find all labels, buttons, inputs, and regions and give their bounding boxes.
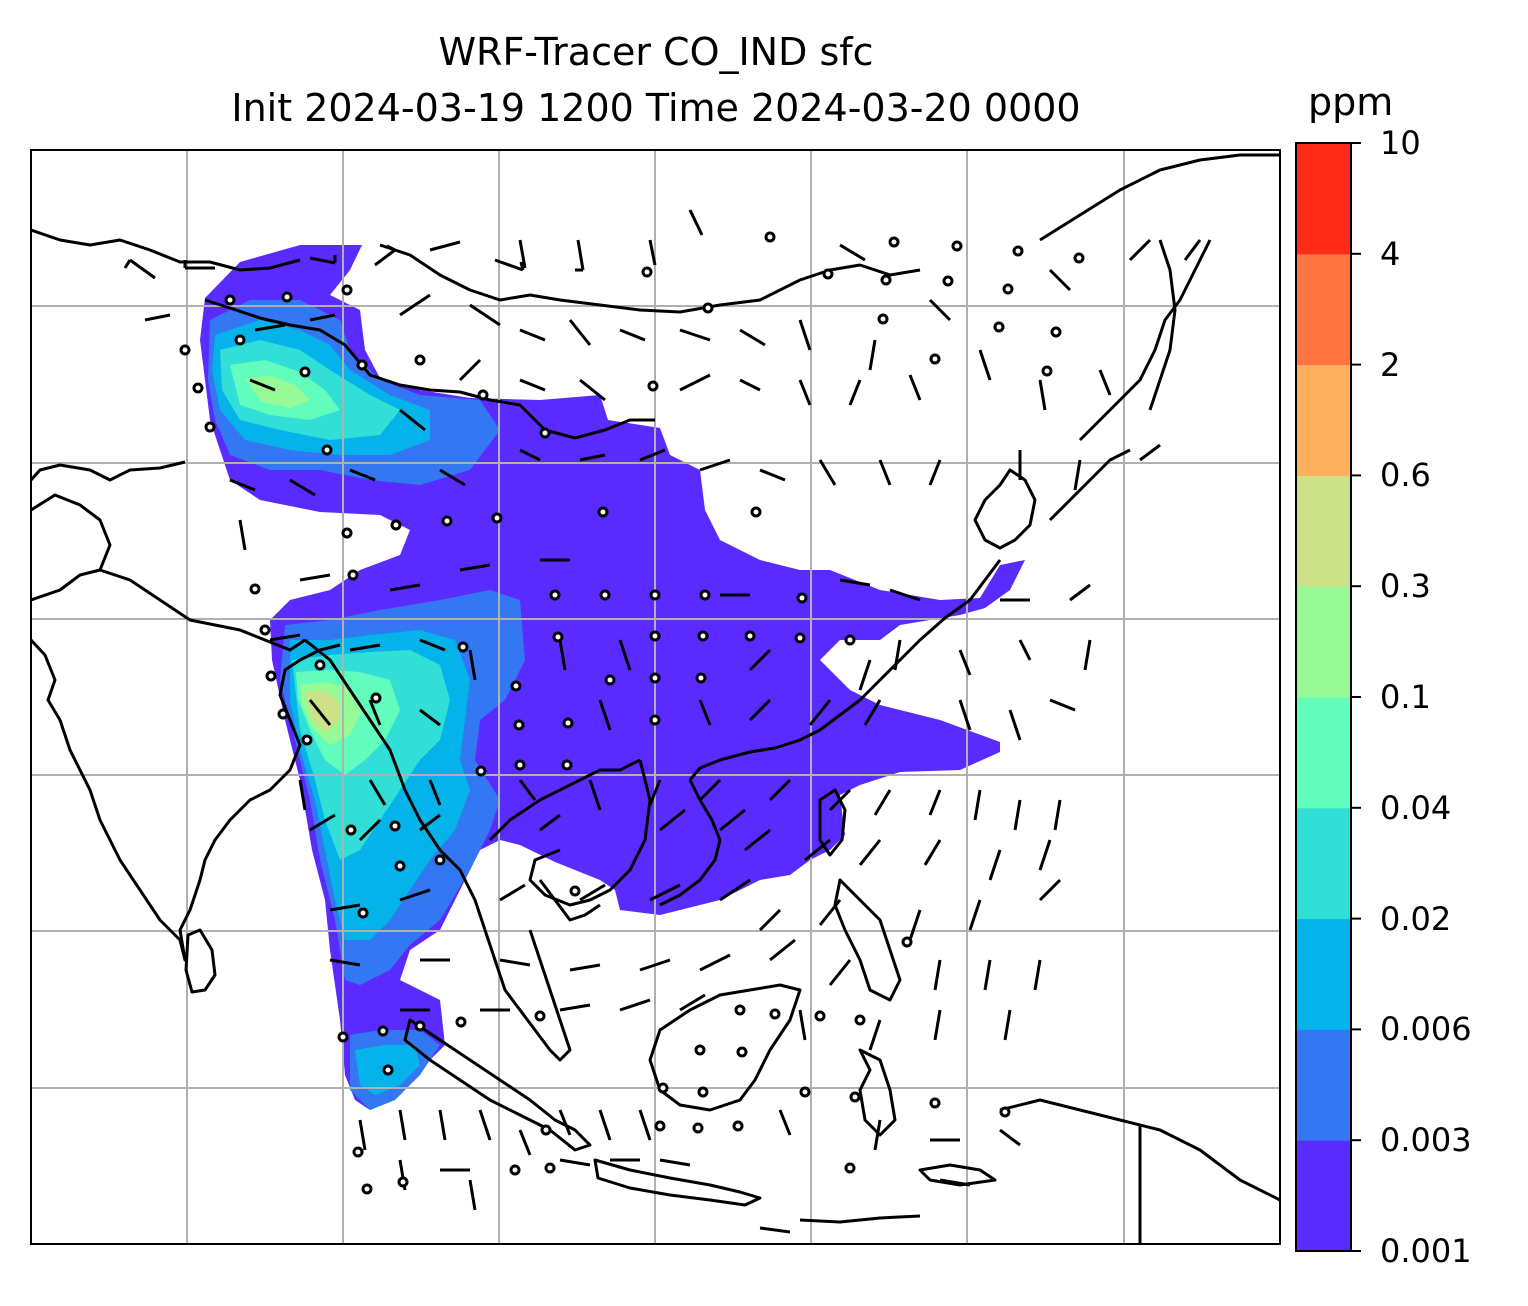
- pakistan-border: [31, 493, 112, 571]
- colorbar-tick-label: 0.006: [1380, 1010, 1472, 1049]
- mongolia-border: [379, 243, 921, 314]
- colorbar-tick-label: 2: [1380, 345, 1401, 384]
- philippines-south: [833, 878, 902, 1002]
- colorbar-tick-label: 10: [1380, 124, 1421, 162]
- timor: [918, 1163, 997, 1187]
- colorbar-band: [1296, 1140, 1351, 1252]
- colorbar-band: [1296, 586, 1351, 698]
- borneo: [648, 983, 802, 1112]
- colorbar-tick-label: 0.001: [1380, 1232, 1472, 1270]
- colorbar-band: [1296, 143, 1351, 255]
- map-frame: [30, 149, 1281, 1245]
- colorbar-band: [1296, 918, 1351, 1030]
- map-gridlines: [31, 150, 1280, 1244]
- colorbar-tick-label: 0.6: [1380, 456, 1431, 495]
- plume-level-4: [220, 340, 450, 860]
- colorbar-band: [1296, 364, 1351, 476]
- small-islands: [799, 1214, 921, 1224]
- sulawesi: [858, 1048, 897, 1137]
- chart-subtitle: Init 2024-03-19 1200 Time 2024-03-20 000…: [231, 86, 1081, 130]
- gulf-thailand: [538, 879, 601, 922]
- colorbar-tick-label: 4: [1380, 234, 1401, 273]
- korea: [973, 468, 1037, 550]
- sumatra: [403, 1018, 592, 1152]
- china-coast: [688, 559, 1002, 781]
- colorbar-tick-label: 0.02: [1380, 899, 1452, 938]
- colorbar: [1295, 142, 1361, 1252]
- small-islands-2: [759, 1226, 791, 1234]
- coastlines: [31, 153, 1280, 1244]
- thailand-border: [488, 758, 641, 842]
- map-area: [31, 150, 1280, 1244]
- colorbar-ticks: [1351, 142, 1361, 1252]
- myanmar-coast: [304, 638, 487, 931]
- japan: [1078, 239, 1212, 442]
- plume-level-7: [305, 690, 340, 732]
- java: [593, 1158, 762, 1207]
- sakhalin: [1158, 239, 1177, 381]
- himalaya-border: [31, 568, 306, 652]
- colorbar-band: [1296, 1029, 1351, 1141]
- colorbar-tick-label: 0.3: [1380, 567, 1431, 606]
- colorbar-tick-label: 0.1: [1380, 678, 1431, 716]
- colorbar-unit-label: ppm: [1308, 80, 1394, 124]
- colorbar-band: [1296, 807, 1351, 920]
- colorbar-band: [1296, 697, 1351, 809]
- japan-south: [1048, 448, 1131, 522]
- sri-lanka: [184, 928, 217, 994]
- luzon: [818, 788, 847, 857]
- vietnam-coast: [659, 779, 722, 907]
- wind-barbs: [123, 209, 1202, 1211]
- russia-border: [31, 228, 301, 272]
- colorbar-bands: [1296, 143, 1351, 1252]
- west-coast: [31, 460, 186, 482]
- northeast-coast: [1039, 153, 1280, 242]
- plume-level-6: [245, 376, 362, 745]
- calm-markers: [179, 231, 1085, 1195]
- colorbar-band: [1296, 475, 1351, 587]
- colorbar-band: [1296, 253, 1351, 366]
- indochina-coast: [528, 759, 652, 907]
- colorbar-tick-label: 0.04: [1380, 788, 1452, 827]
- malay-peninsula: [483, 929, 572, 1062]
- chart-title: WRF-Tracer CO_IND sfc: [438, 30, 874, 74]
- colorbar-tick-label: 0.003: [1380, 1121, 1472, 1160]
- china-border-w: [204, 298, 655, 440]
